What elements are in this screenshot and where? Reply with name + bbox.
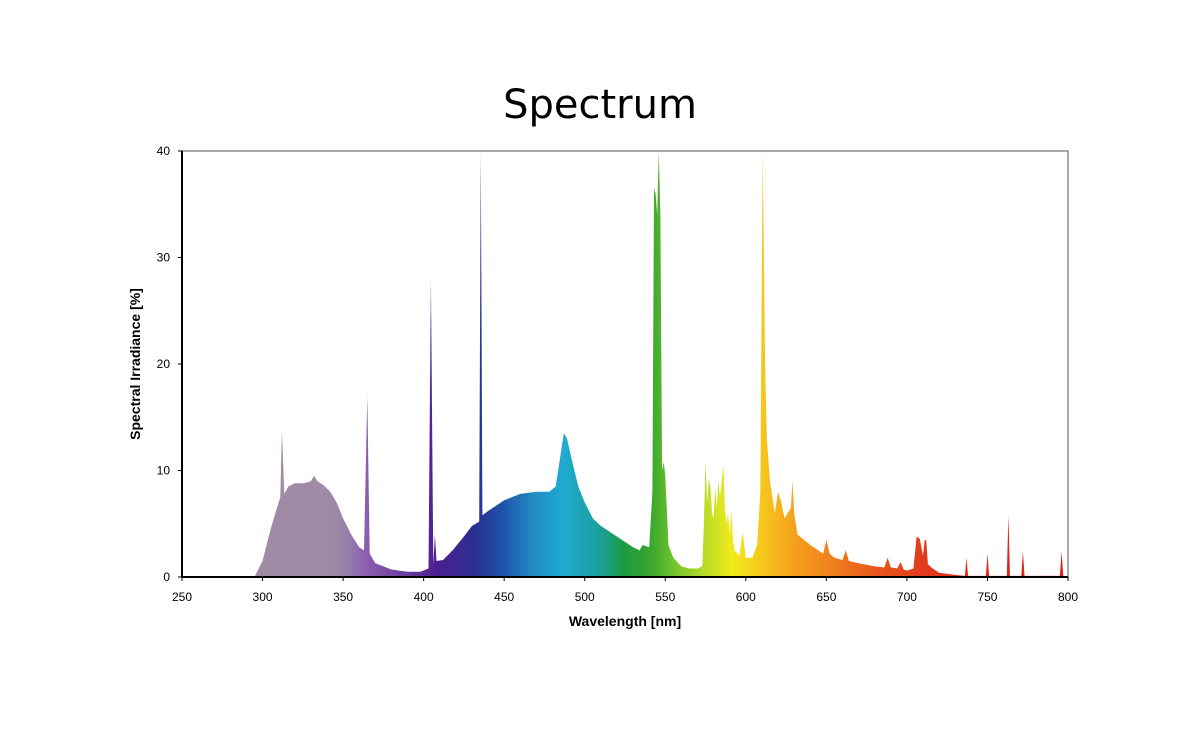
y-tick-label: 10 xyxy=(157,464,171,478)
x-tick-label: 350 xyxy=(333,590,353,604)
x-axis-title: Wavelength [nm] xyxy=(569,613,681,629)
spectrum-area xyxy=(254,151,1068,577)
x-tick-label: 800 xyxy=(1058,590,1078,604)
y-axis-ticks: 0 10 20 30 40 xyxy=(157,144,182,584)
x-tick-label: 250 xyxy=(172,590,192,604)
x-tick-label: 450 xyxy=(494,590,514,604)
x-tick-label: 400 xyxy=(414,590,434,604)
x-tick-label: 500 xyxy=(575,590,595,604)
x-tick-label: 600 xyxy=(736,590,756,604)
x-axis-ticks: 250 300 350 400 450 500 550 600 650 700 750 800 xyxy=(172,577,1078,604)
y-tick-label: 0 xyxy=(163,570,170,584)
chart-title: Spectrum xyxy=(503,82,697,128)
y-tick-label: 20 xyxy=(157,357,171,371)
x-tick-label: 550 xyxy=(655,590,675,604)
y-tick-label: 40 xyxy=(157,144,171,158)
x-tick-label: 650 xyxy=(816,590,836,604)
x-tick-label: 300 xyxy=(253,590,273,604)
x-tick-label: 700 xyxy=(897,590,917,604)
y-tick-label: 30 xyxy=(157,251,171,265)
x-tick-label: 750 xyxy=(977,590,997,604)
y-axis-title: Spectral Irradiance [%] xyxy=(127,288,143,440)
